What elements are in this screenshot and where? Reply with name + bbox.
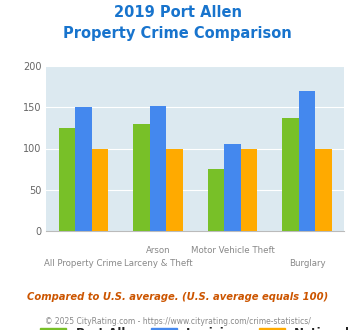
Bar	[208, 169, 224, 231]
Bar	[150, 106, 166, 231]
Bar	[283, 118, 299, 231]
Text: Burglary: Burglary	[289, 259, 326, 268]
Text: Motor Vehicle Theft: Motor Vehicle Theft	[191, 246, 274, 255]
Bar	[224, 145, 241, 231]
Text: Larceny & Theft: Larceny & Theft	[124, 259, 192, 268]
Bar	[166, 148, 182, 231]
Bar	[133, 124, 150, 231]
Bar	[92, 148, 108, 231]
Legend: Port Allen, Louisiana, National: Port Allen, Louisiana, National	[36, 323, 355, 330]
Bar	[59, 128, 75, 231]
Bar	[299, 91, 315, 231]
Text: Property Crime Comparison: Property Crime Comparison	[63, 26, 292, 41]
Text: 2019 Port Allen: 2019 Port Allen	[114, 5, 241, 20]
Bar	[75, 107, 92, 231]
Text: All Property Crime: All Property Crime	[44, 259, 122, 268]
Bar	[241, 148, 257, 231]
Text: © 2025 CityRating.com - https://www.cityrating.com/crime-statistics/: © 2025 CityRating.com - https://www.city…	[45, 317, 310, 326]
Text: Arson: Arson	[146, 246, 170, 255]
Bar	[315, 148, 332, 231]
Text: Compared to U.S. average. (U.S. average equals 100): Compared to U.S. average. (U.S. average …	[27, 292, 328, 302]
